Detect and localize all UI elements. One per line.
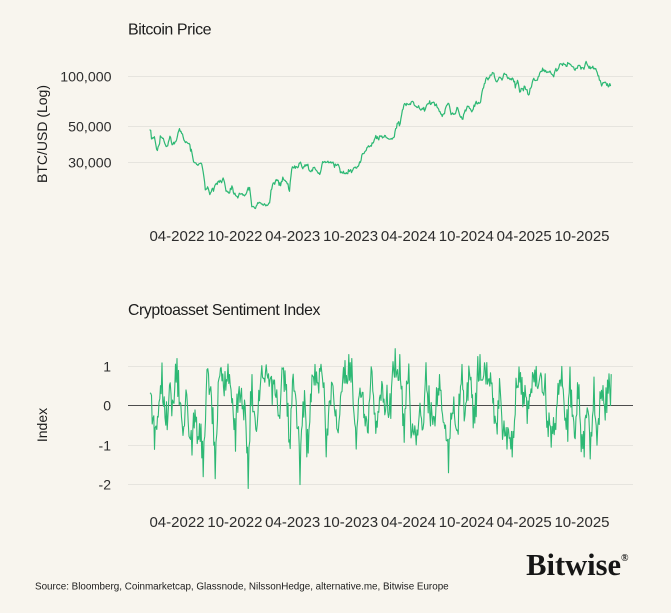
svg-text:04-2024: 04-2024 (381, 514, 436, 531)
svg-text:10-2024: 10-2024 (439, 228, 494, 245)
svg-text:-1: -1 (99, 437, 112, 453)
svg-text:10-2023: 10-2023 (323, 228, 378, 245)
svg-text:0: 0 (103, 397, 111, 413)
svg-text:30,000: 30,000 (68, 156, 112, 172)
svg-text:10-2022: 10-2022 (207, 228, 262, 245)
svg-text:100,000: 100,000 (60, 70, 111, 86)
svg-text:Index: Index (34, 408, 50, 442)
svg-text:50,000: 50,000 (68, 120, 112, 136)
svg-text:04-2023: 04-2023 (265, 514, 320, 531)
svg-text:Bitcoin Price: Bitcoin Price (128, 21, 212, 38)
svg-text:04-2025: 04-2025 (497, 228, 552, 245)
svg-text:10-2023: 10-2023 (323, 514, 378, 531)
svg-text:-2: -2 (99, 476, 112, 492)
svg-text:1: 1 (103, 358, 111, 374)
svg-text:10-2024: 10-2024 (439, 514, 494, 531)
svg-text:Cryptoasset Sentiment Index: Cryptoasset Sentiment Index (128, 302, 321, 319)
svg-text:04-2023: 04-2023 (265, 228, 320, 245)
svg-text:04-2024: 04-2024 (381, 228, 436, 245)
svg-text:Bitwise®: Bitwise® (526, 548, 629, 582)
svg-text:BTC/USD (Log): BTC/USD (Log) (34, 85, 50, 183)
svg-text:04-2022: 04-2022 (149, 228, 204, 245)
svg-text:10-2025: 10-2025 (554, 514, 609, 531)
svg-text:10-2022: 10-2022 (207, 514, 262, 531)
svg-text:10-2025: 10-2025 (554, 228, 609, 245)
svg-text:Source: Bloomberg, Coinmarketc: Source: Bloomberg, Coinmarketcap, Glassn… (35, 582, 449, 593)
svg-text:04-2025: 04-2025 (497, 514, 552, 531)
svg-text:04-2022: 04-2022 (149, 514, 204, 531)
